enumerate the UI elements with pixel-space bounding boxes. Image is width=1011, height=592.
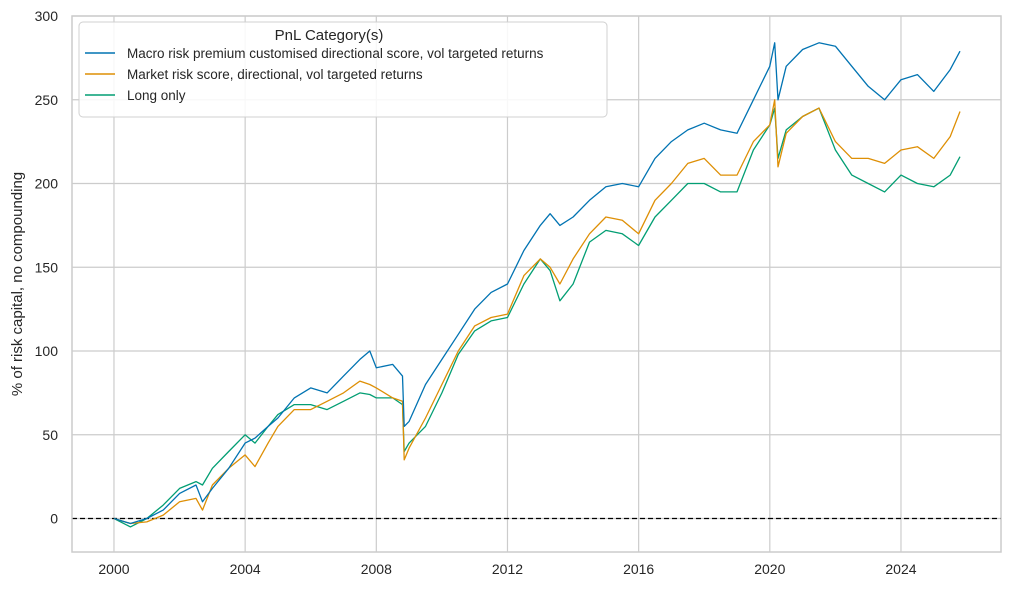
x-tick-label: 2000 [98, 561, 129, 577]
legend-box [78, 21, 608, 118]
y-tick-label: 200 [35, 176, 59, 192]
series-line [113, 99, 961, 525]
x-tick-label: 2020 [754, 561, 785, 577]
legend-label: Macro risk premium customised directiona… [127, 46, 544, 61]
series-line [113, 42, 961, 525]
y-tick-label: 0 [50, 511, 58, 527]
legend-item[interactable]: Macro risk premium customised directiona… [85, 46, 544, 61]
plot-frame [71, 15, 1002, 553]
legend-title: PnL Category(s) [275, 27, 384, 44]
series-line [113, 107, 961, 528]
y-tick-label: 50 [42, 427, 58, 443]
x-tick-label: 2004 [230, 561, 261, 577]
y-tick-label: 250 [35, 92, 59, 108]
legend[interactable]: PnL Category(s) Macro risk premium custo… [78, 21, 608, 118]
x-tick-label: 2012 [492, 561, 523, 577]
legend-label: Market risk score, directional, vol targ… [127, 67, 423, 82]
y-axis: 0 50 100 150 200 250 300 [35, 8, 59, 527]
legend-label: Long only [127, 88, 186, 103]
y-axis-label: % of risk capital, no compounding [9, 172, 26, 396]
y-tick-label: 100 [35, 343, 59, 359]
x-axis: 2000 2004 2008 2012 2016 2020 2024 [98, 561, 916, 577]
x-tick-label: 2008 [361, 561, 392, 577]
y-tick-label: 300 [35, 8, 59, 24]
x-tick-label: 2016 [623, 561, 654, 577]
legend-item[interactable]: Market risk score, directional, vol targ… [85, 67, 423, 82]
legend-item[interactable]: Long only [85, 88, 186, 103]
y-tick-label: 150 [35, 259, 59, 275]
series-lines [113, 42, 961, 528]
x-tick-label: 2024 [885, 561, 916, 577]
